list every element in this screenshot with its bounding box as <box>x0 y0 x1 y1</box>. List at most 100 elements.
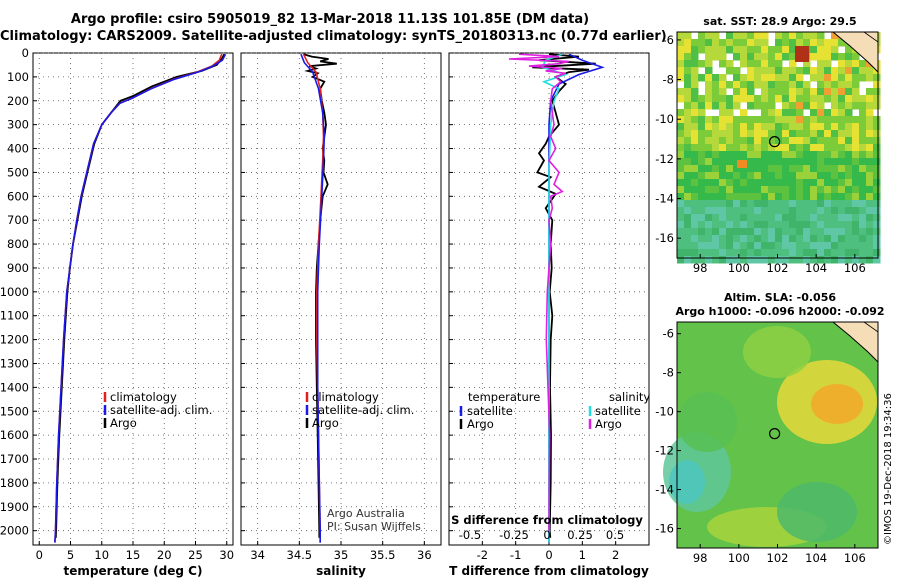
sst-pixel <box>677 32 685 40</box>
sst-pixel <box>873 88 881 96</box>
sst-pixel <box>691 123 699 131</box>
sst-pixel <box>810 116 818 124</box>
sst-pixel <box>768 179 776 187</box>
sst-pixel <box>726 172 734 180</box>
sst-pixel <box>838 144 846 152</box>
sst_map-y-tick-label: -6 <box>663 33 674 47</box>
sst-pixel <box>684 39 692 47</box>
sst-pixel <box>761 74 769 82</box>
sst-pixel <box>789 123 797 131</box>
sst_map-x-tick-label: 106 <box>844 261 866 275</box>
sst-pixel <box>719 165 727 173</box>
sst-pixel <box>873 235 881 243</box>
salinity-series-climatology <box>302 53 325 543</box>
sst-pixel <box>817 95 825 103</box>
sst-pixel <box>782 249 790 257</box>
sst-pixel <box>852 95 860 103</box>
sst-pixel <box>838 151 846 159</box>
sst-pixel <box>859 60 867 68</box>
sst-pixel <box>782 165 790 173</box>
sst-pixel <box>712 102 720 110</box>
sst-pixel <box>838 165 846 173</box>
sst-pixel <box>803 116 811 124</box>
sst-pixel <box>866 151 874 159</box>
sla_map-x-tick-label: 106 <box>844 551 866 565</box>
sst-pixel <box>691 46 699 54</box>
sst-pixel <box>719 242 727 250</box>
sst-pixel <box>796 165 804 173</box>
sst-pixel <box>838 200 846 208</box>
sst-pixel <box>740 228 748 236</box>
sst-pixel <box>726 151 734 159</box>
sla-contour-blob <box>777 482 857 542</box>
sst-pixel <box>796 81 804 89</box>
sst-pixel <box>817 102 825 110</box>
sst-pixel <box>803 39 811 47</box>
sst-pixel <box>873 158 881 166</box>
sst-pixel <box>768 60 776 68</box>
sst-pixel <box>775 207 783 215</box>
sst-pixel <box>789 53 797 61</box>
sst-pixel <box>761 46 769 54</box>
temperature-x-axis-label: temperature (deg C) <box>64 564 203 578</box>
sst-pixel <box>810 109 818 117</box>
sst-pixel <box>677 200 685 208</box>
sst-pixel <box>775 200 783 208</box>
sst-pixel <box>873 81 881 89</box>
sst-pixel <box>740 74 748 82</box>
sst-pixel <box>684 186 692 194</box>
sst-pixel <box>705 53 713 61</box>
sst-pixel <box>691 172 699 180</box>
sst-pixel <box>719 151 727 159</box>
sst-pixel <box>691 158 699 166</box>
sst-pixel <box>684 46 692 54</box>
sst-pixel <box>747 144 755 152</box>
depth-tick-label: 700 <box>7 213 29 227</box>
sst-pixel <box>831 151 839 159</box>
sst-pixel <box>803 165 811 173</box>
sst-pixel <box>775 116 783 124</box>
sst-pixel <box>740 214 748 222</box>
difference-legend-temperature-header: temperature <box>468 390 540 404</box>
sst-pixel <box>705 137 713 145</box>
sst-pixel <box>726 32 734 40</box>
sst-pixel <box>782 200 790 208</box>
sst-pixel <box>684 109 692 117</box>
sst-pixel <box>719 102 727 110</box>
sst-pixel <box>768 53 776 61</box>
sst-pixel <box>761 32 769 40</box>
depth-tick-label: 1100 <box>0 309 29 323</box>
sla-contour-blob <box>677 392 737 452</box>
sst-pixel <box>768 165 776 173</box>
sst-pixel <box>726 228 734 236</box>
sst-pixel <box>733 242 741 250</box>
sst-pixel <box>803 207 811 215</box>
sst-pixel <box>831 46 839 54</box>
sst-pixel <box>747 228 755 236</box>
sst-pixel <box>740 249 748 257</box>
sst-pixel <box>733 74 741 82</box>
sst-pixel <box>824 116 832 124</box>
sst-pixel <box>775 249 783 257</box>
salinity-series-satellite-adj-clim- <box>300 53 326 543</box>
sst-pixel <box>761 95 769 103</box>
sst-pixel <box>817 74 825 82</box>
sst-pixel <box>782 193 790 201</box>
sst-pixel <box>705 88 713 96</box>
sst-pixel <box>859 116 867 124</box>
sst-pixel <box>761 172 769 180</box>
sst-pixel <box>719 172 727 180</box>
sst-pixel <box>838 137 846 145</box>
sst-pixel <box>691 214 699 222</box>
sst-pixel <box>866 67 874 75</box>
sst-pixel <box>761 256 769 264</box>
sst-pixel <box>705 60 713 68</box>
sst-pixel <box>852 249 860 257</box>
sst-pixel <box>747 88 755 96</box>
sst-pixel <box>698 32 706 40</box>
sst-pixel <box>866 186 874 194</box>
sst-pixel <box>866 137 874 145</box>
sst-pixel <box>705 228 713 236</box>
sst-pixel <box>817 242 825 250</box>
sst-pixel <box>873 165 881 173</box>
